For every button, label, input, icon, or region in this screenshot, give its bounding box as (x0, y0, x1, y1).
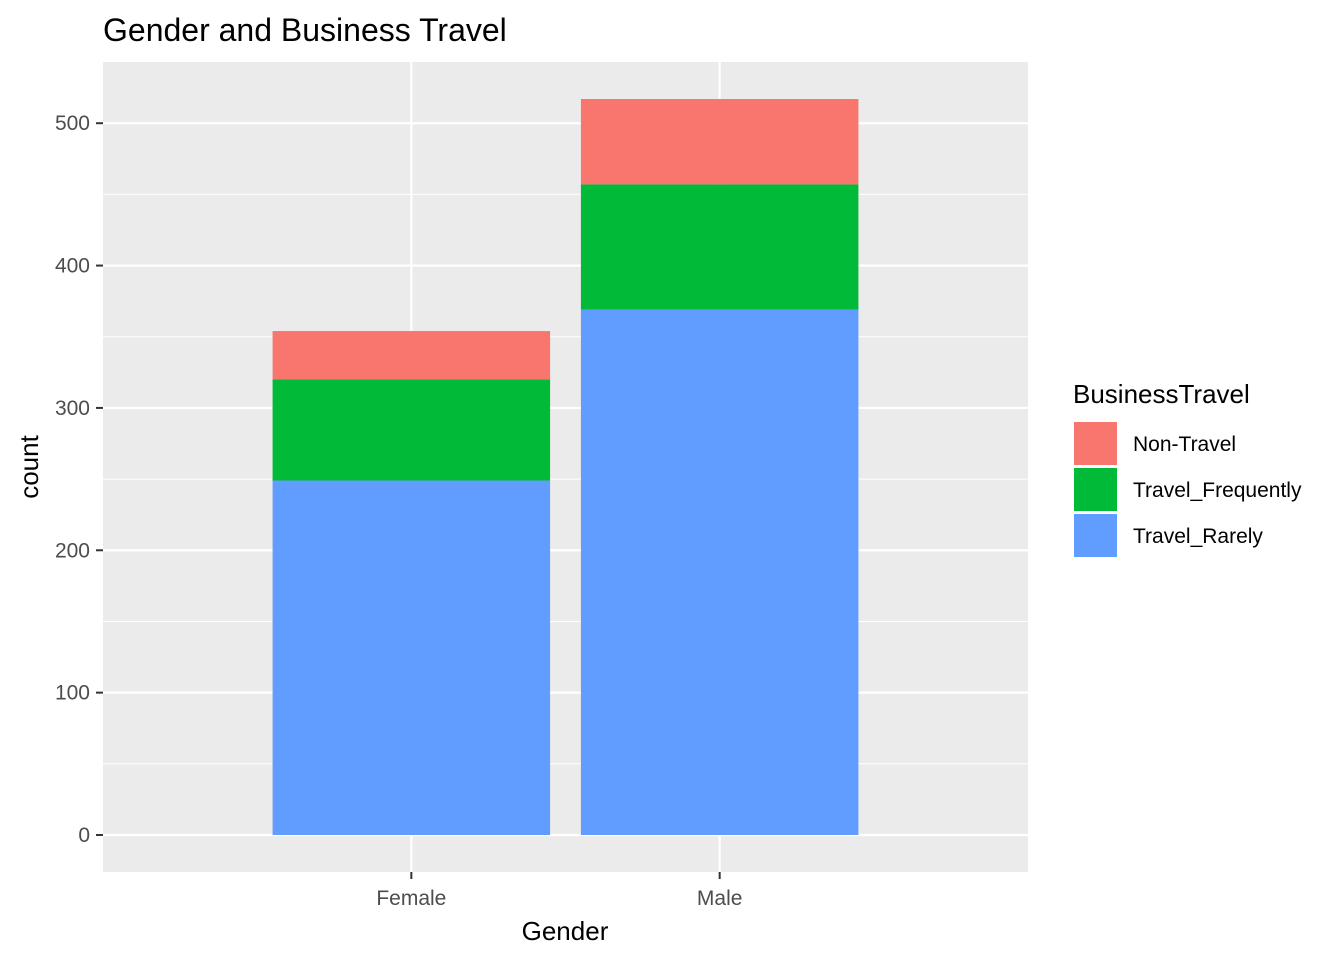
x-tick-label: Male (697, 887, 743, 910)
legend-title: BusinessTravel (1073, 379, 1250, 409)
bar-segment-travel-frequently (272, 379, 551, 481)
bar-segment-non-travel (580, 99, 859, 185)
legend: BusinessTravel Non-Travel Travel_Frequent… (1073, 379, 1302, 557)
legend-swatch (1074, 468, 1117, 511)
legend-swatch (1074, 422, 1117, 465)
legend-items: Non-Travel Travel_Frequently Travel_Rarely (1074, 422, 1302, 557)
y-tick-label: 400 (55, 255, 90, 278)
legend-label: Non-Travel (1133, 433, 1236, 456)
bar-segment-travel-rarely (580, 309, 859, 835)
bar-segment-travel-rarely (272, 480, 551, 835)
legend-label: Travel_Frequently (1133, 479, 1302, 502)
x-tick-label: Female (376, 887, 446, 910)
y-axis-title: count (14, 434, 44, 498)
y-tick-label: 0 (78, 824, 90, 847)
chart-title: Gender and Business Travel (103, 12, 507, 48)
y-tick-label: 100 (55, 682, 90, 705)
legend-swatch (1074, 514, 1117, 557)
y-axis: 0 100 200 300 400 500 (55, 112, 103, 847)
x-axis: Female Male (376, 872, 742, 910)
legend-label: Travel_Rarely (1133, 525, 1263, 548)
y-tick-label: 300 (55, 397, 90, 420)
y-tick-label: 200 (55, 539, 90, 562)
bar-segment-travel-frequently (580, 184, 859, 310)
x-axis-title: Gender (522, 916, 609, 946)
plot-panel (103, 62, 1028, 872)
y-tick-label: 500 (55, 112, 90, 135)
bars (272, 99, 859, 835)
bar-segment-non-travel (272, 331, 551, 380)
